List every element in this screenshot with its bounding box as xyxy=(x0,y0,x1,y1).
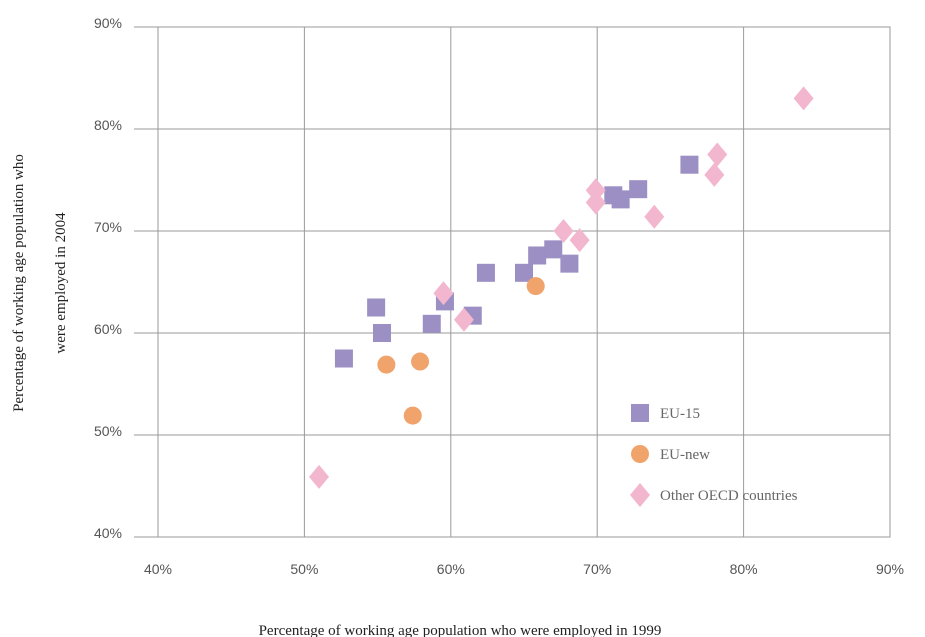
grid xyxy=(134,26,891,538)
data-point-other-oecd-countries xyxy=(569,228,590,253)
data-point-other-oecd-countries xyxy=(309,464,330,489)
x-tick-label: 90% xyxy=(876,561,904,577)
y-tick-label: 80% xyxy=(94,117,122,133)
y-axis-title-line-2: were employed in 2004 xyxy=(53,212,69,354)
legend-marker-other-oecd-countries xyxy=(630,483,650,507)
plot-frame xyxy=(157,26,891,538)
data-point-eu-15 xyxy=(422,314,441,333)
data-point-eu-15 xyxy=(680,155,699,174)
data-point-eu-15 xyxy=(334,349,353,368)
y-tick-label: 40% xyxy=(94,525,122,541)
data-point-other-oecd-countries xyxy=(453,307,474,332)
data-point-other-oecd-countries xyxy=(704,162,725,187)
legend-marker-eu-15 xyxy=(631,404,649,422)
data-point-eu-15 xyxy=(476,263,495,282)
y-axis-title-line-1: Percentage of working age population who xyxy=(11,154,27,412)
x-tick-label: 50% xyxy=(290,561,318,577)
legend-marker-eu-new xyxy=(631,445,649,463)
y-tick-label: 60% xyxy=(94,321,122,337)
legend: EU-15 EU-new Other OECD countries xyxy=(630,404,798,507)
x-tick-label: 40% xyxy=(144,561,172,577)
x-axis-title: Percentage of working age population who… xyxy=(259,623,662,637)
x-tick-label: 80% xyxy=(730,561,758,577)
data-point-eu-new xyxy=(411,352,430,371)
data-point-other-oecd-countries xyxy=(644,204,665,229)
legend-label-eu-15: EU-15 xyxy=(660,406,700,422)
data-point-eu-15 xyxy=(372,324,391,342)
data-point-eu-15 xyxy=(544,240,563,259)
legend-label-other-oecd-countries: Other OECD countries xyxy=(660,488,798,504)
y-tick-label: 50% xyxy=(94,423,122,439)
data-point-other-oecd-countries xyxy=(585,178,606,203)
data-point-other-oecd-countries xyxy=(433,281,454,306)
y-tick-label: 90% xyxy=(94,15,122,31)
data-point-eu-15 xyxy=(560,254,579,273)
x-tick-label: 60% xyxy=(437,561,465,577)
axis-ticks: 40% 50% 60% 70% 80% 90% 40% 50% 60% 70% 80% 90% xyxy=(94,15,904,577)
legend-label-eu-new: EU-new xyxy=(660,447,710,463)
data-point-eu-15 xyxy=(515,263,533,282)
x-tick-label: 70% xyxy=(583,561,611,577)
data-point-eu-15 xyxy=(629,180,648,199)
data-point-other-oecd-countries xyxy=(585,190,606,215)
data-point-eu-15 xyxy=(528,246,547,265)
data-point-other-oecd-countries xyxy=(553,219,574,243)
data-point-eu-new xyxy=(377,355,396,374)
y-tick-label: 70% xyxy=(94,219,122,235)
data-point-eu-15 xyxy=(611,190,630,209)
data-point-other-oecd-countries xyxy=(707,142,728,167)
data-point-eu-new xyxy=(526,277,545,296)
data-point-other-oecd-countries xyxy=(793,86,814,111)
data-points xyxy=(309,86,814,489)
data-point-eu-15 xyxy=(367,298,386,317)
data-point-eu-new xyxy=(403,406,422,425)
